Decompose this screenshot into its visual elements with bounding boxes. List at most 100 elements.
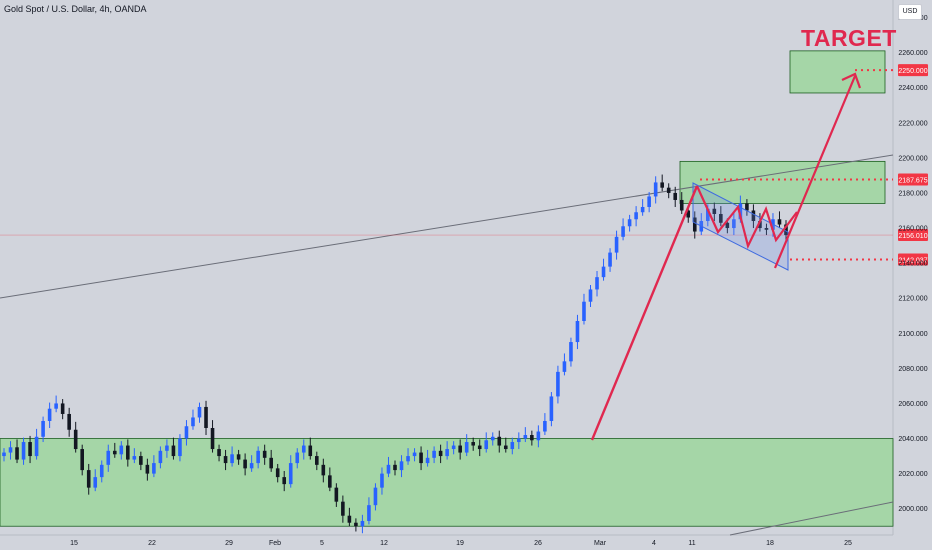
candle-body (647, 196, 651, 207)
candle-body (601, 266, 606, 278)
price-badge (898, 229, 928, 242)
candle-body (412, 452, 417, 457)
candle-body (549, 396, 554, 421)
y-tick-label: 2140.000 (898, 261, 927, 268)
candle-body (484, 440, 489, 450)
candle-body (464, 442, 469, 453)
candle-body (451, 445, 456, 450)
candle-body (126, 445, 130, 460)
candle-body (562, 361, 567, 372)
candle-body (458, 445, 462, 453)
candle-body (236, 454, 241, 460)
candle-body (269, 457, 273, 469)
y-tick-label: 2100.000 (898, 331, 927, 338)
zone-target (789, 50, 886, 94)
candle-body (556, 371, 560, 397)
candle-body (660, 182, 664, 188)
x-tick-label: 22 (148, 540, 156, 547)
candle-body (692, 217, 697, 232)
candle-body (679, 199, 684, 211)
x-tick-label: 18 (766, 540, 774, 547)
y-tick-label: 2240.000 (898, 85, 927, 92)
candle-body (47, 408, 52, 421)
candle-body (106, 450, 111, 465)
y-tick-label: 2080.000 (898, 366, 927, 373)
candle-body (503, 445, 508, 450)
candle-body (217, 449, 221, 457)
candle-body (308, 445, 313, 457)
candle-body (640, 206, 645, 213)
candle-body (15, 447, 19, 460)
candle-body (530, 435, 534, 441)
candle-body (588, 289, 593, 302)
candle-body (295, 452, 300, 464)
x-tick-label: Feb (269, 540, 281, 547)
price-badge-label: 2250.000 (898, 68, 927, 75)
candle-body (719, 214, 723, 223)
candle-body (73, 429, 78, 450)
candle-body (341, 501, 345, 516)
candle-body (80, 449, 84, 471)
candle-body (712, 208, 717, 214)
candle-body (725, 222, 730, 229)
x-tick-label: 26 (534, 540, 542, 547)
zone-resistance (679, 160, 886, 204)
candle-body (686, 210, 691, 218)
candle-body (191, 417, 195, 427)
candle-body (152, 463, 156, 474)
candle-body (145, 464, 150, 474)
price-badge (898, 173, 928, 186)
candle-body (28, 442, 32, 457)
candle-body (666, 187, 671, 193)
x-tick-label: 25 (844, 540, 852, 547)
candle-body (223, 456, 228, 464)
y-tick-label: 2200.000 (898, 155, 927, 162)
candle-body (34, 436, 39, 457)
candle-body (575, 321, 580, 343)
candle-body (523, 435, 528, 439)
candle-body (438, 450, 443, 457)
chart-title: Gold Spot / U.S. Dollar, 4h, OANDA (4, 4, 147, 14)
candle-body (373, 487, 378, 506)
candle-body (380, 473, 384, 488)
candle-body (249, 463, 254, 469)
y-tick-label: 2060.000 (898, 401, 927, 408)
candle-body (614, 236, 619, 253)
x-tick-label: 15 (70, 540, 78, 547)
candle-body (60, 403, 65, 414)
candle-body (197, 406, 202, 418)
candle-body (653, 182, 658, 197)
candle-body (184, 426, 189, 439)
price-axis-panel (893, 0, 932, 550)
candle-body (99, 464, 104, 478)
candle-body (490, 436, 495, 441)
candle-body (471, 442, 475, 446)
x-tick-label: Mar (594, 540, 607, 547)
candle-body (360, 520, 365, 527)
candle-body (158, 450, 163, 464)
candle-body (569, 342, 573, 362)
x-tick-label: 11 (688, 540, 695, 547)
candle-body (171, 445, 176, 457)
candle-body (288, 463, 293, 485)
candle-body (777, 219, 782, 225)
candle-body (8, 447, 13, 453)
y-tick-label: 2000.000 (898, 506, 927, 513)
currency-button[interactable]: USD (898, 4, 922, 20)
candle-body (256, 450, 260, 464)
x-tick-label: 12 (380, 540, 388, 547)
candle-body (706, 208, 710, 222)
candle-body (432, 450, 436, 458)
target-arrow-head (841, 72, 862, 89)
candle-body (282, 477, 287, 485)
impulse-arrow (590, 185, 699, 441)
candle-body (536, 431, 541, 441)
candle-body (354, 522, 358, 527)
candle-body (764, 228, 769, 230)
candle-body (425, 457, 430, 464)
price-badge-label: 2142.037 (898, 258, 927, 265)
candle-body (328, 475, 332, 488)
candle-body (321, 464, 326, 476)
candle-body (745, 203, 749, 211)
